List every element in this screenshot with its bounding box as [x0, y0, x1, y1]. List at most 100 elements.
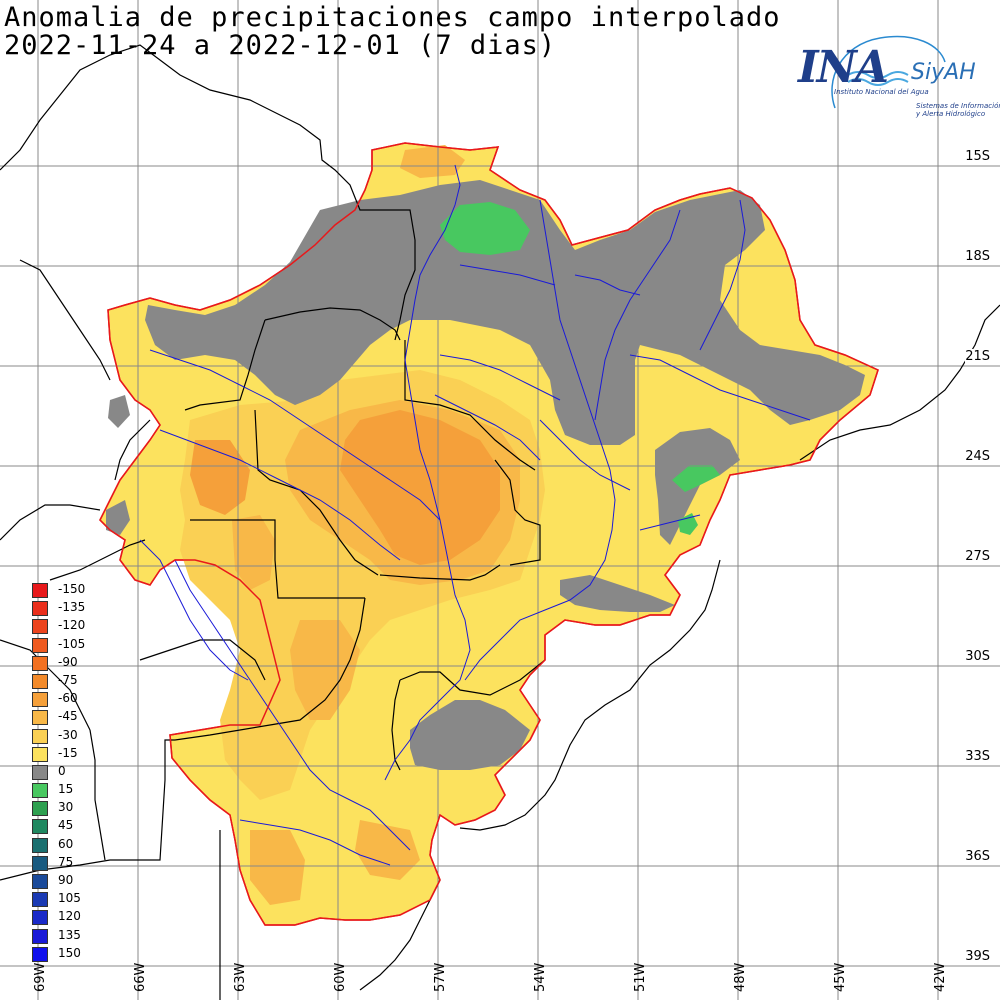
river	[639, 514, 701, 531]
anomaly-zone	[145, 180, 865, 445]
river	[434, 394, 541, 461]
legend-swatch	[32, 892, 48, 908]
legend-swatch	[32, 874, 48, 889]
logo-system-line1: Sistemas de Información	[916, 102, 1000, 110]
river	[439, 354, 561, 401]
river	[239, 819, 391, 866]
country-border	[494, 459, 541, 566]
lat-label: 39S	[965, 949, 990, 964]
river	[159, 429, 401, 561]
lat-label: 18S	[965, 249, 990, 264]
country-border	[174, 597, 366, 741]
lon-label: 42W	[933, 962, 948, 992]
river	[699, 199, 746, 351]
anomaly-zone	[190, 440, 250, 515]
legend-swatch	[32, 855, 48, 871]
anomaly-zone	[410, 700, 530, 770]
river	[464, 199, 616, 681]
country-border	[264, 307, 401, 341]
river	[149, 349, 441, 521]
river	[459, 264, 556, 286]
legend-swatch	[32, 673, 48, 689]
legend-swatch	[32, 601, 48, 617]
legend-label: 75	[58, 854, 74, 869]
country-border	[0, 44, 416, 341]
legend-swatch	[32, 910, 48, 926]
logo-institute-text: Instituto Nacional del Agua	[834, 88, 929, 96]
river	[594, 209, 681, 421]
legend-label: -120	[58, 618, 86, 633]
anomaly-zone	[106, 500, 130, 535]
river	[174, 559, 411, 851]
lon-label: 48W	[733, 962, 748, 992]
lon-label: 45W	[833, 962, 848, 992]
lat-label: 30S	[965, 649, 990, 664]
lon-label: 57W	[433, 962, 448, 992]
anomaly-zone	[440, 202, 530, 255]
legend-label: -60	[58, 691, 78, 706]
legend-swatch	[32, 764, 48, 780]
anomaly-zone	[678, 513, 698, 535]
basin-outline	[99, 142, 879, 926]
lat-label: 21S	[965, 349, 990, 364]
legend-label: 90	[58, 873, 74, 887]
lon-label: 66W	[133, 962, 148, 992]
anomaly-zone	[250, 830, 305, 905]
logo-system-line2: y Alerta Hidrológico	[916, 110, 986, 118]
legend-label: 0	[58, 763, 66, 778]
country-border	[391, 679, 401, 771]
coastline	[459, 559, 721, 831]
country-border	[139, 639, 266, 681]
logo-siyah-text: SiyAH	[911, 60, 976, 85]
lat-label: 33S	[965, 749, 990, 764]
anomaly-zone	[290, 620, 360, 720]
country-border	[140, 739, 175, 861]
lat-label: 24S	[965, 449, 990, 464]
legend-swatch	[32, 637, 48, 653]
rivers	[139, 164, 811, 866]
legend-label: 105	[58, 891, 81, 906]
country-border	[379, 564, 501, 581]
country-border	[19, 259, 111, 381]
legend-swatch	[32, 692, 48, 708]
country-border	[0, 504, 101, 541]
legend-label: 15	[58, 782, 74, 797]
anomaly-zone	[400, 145, 465, 178]
river	[539, 419, 631, 491]
country-border	[0, 639, 91, 731]
legend-label: -75	[58, 672, 78, 687]
river	[574, 274, 641, 296]
coastline	[799, 304, 1000, 461]
legend-label: -45	[58, 709, 78, 724]
legend-swatch	[32, 710, 48, 726]
lon-label: 51W	[633, 962, 648, 992]
anomaly-zone	[672, 465, 720, 492]
legend-swatch	[32, 801, 48, 817]
country-border	[114, 419, 151, 481]
legend-label: -135	[58, 600, 86, 615]
legend-swatch	[32, 783, 48, 799]
legend-label: -30	[58, 727, 78, 742]
legend-swatch	[32, 928, 48, 944]
legend-label: 135	[58, 927, 81, 942]
legend-swatch	[32, 837, 48, 853]
lon-label: 54W	[533, 962, 548, 992]
anomaly-field	[99, 142, 879, 926]
legend-label: -15	[58, 745, 78, 760]
legend-label: -150	[58, 582, 86, 596]
lon-label: 63W	[233, 962, 248, 992]
legend-label: 60	[58, 836, 74, 851]
river	[139, 539, 249, 681]
legend-label: 45	[58, 818, 74, 833]
legend-label: 30	[58, 800, 74, 815]
anomaly-zone	[355, 820, 420, 880]
anomaly-zone	[560, 575, 675, 612]
anomaly-zone	[108, 395, 130, 428]
lat-label: 36S	[965, 849, 990, 864]
legend-swatch	[32, 746, 48, 762]
legend-swatch	[32, 819, 48, 835]
lon-label: 69W	[33, 962, 48, 992]
legend-label: 120	[58, 909, 81, 924]
logo-system-text: Sistemas de Información y Alerta Hidroló…	[916, 102, 1000, 118]
